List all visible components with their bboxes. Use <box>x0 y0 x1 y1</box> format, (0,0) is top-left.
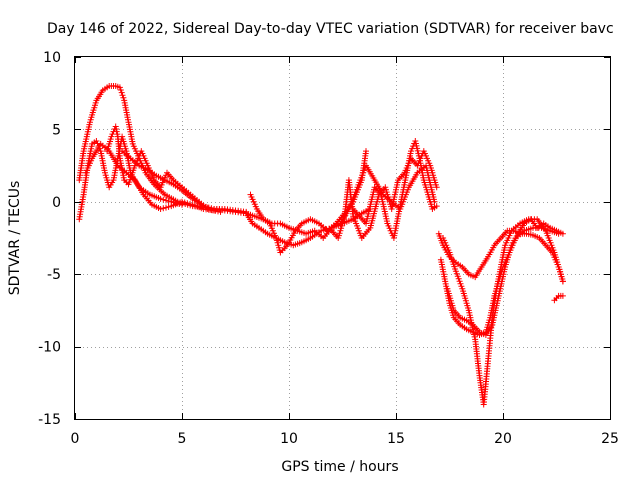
chart-title: Day 146 of 2022, Sidereal Day-to-day VTE… <box>47 21 614 37</box>
series-15 <box>551 292 566 304</box>
y-tick-label: 5 <box>52 122 61 138</box>
y-axis-tick-labels: 10 5 0 -5 -10 -15 <box>38 50 61 428</box>
plot-frame <box>74 56 611 420</box>
x-tick-label: 25 <box>601 431 619 447</box>
y-axis-title: SDTVAR / TECUs <box>7 181 23 296</box>
axis-ticks <box>75 57 611 420</box>
x-axis-title: GPS time / hours <box>281 459 398 475</box>
series-10 <box>328 148 440 241</box>
y-tick-label: -5 <box>47 267 61 283</box>
series-14 <box>444 216 566 338</box>
x-tick-label: 0 <box>71 431 80 447</box>
x-axis-tick-labels: 0 5 10 15 20 25 <box>71 431 619 447</box>
x-tick-label: 15 <box>387 431 405 447</box>
x-tick-label: 10 <box>280 431 298 447</box>
x-tick-label: 5 <box>178 431 187 447</box>
series-4 <box>82 140 218 214</box>
data-series <box>76 83 566 408</box>
y-tick-label: -15 <box>38 412 61 428</box>
series-markers <box>440 216 566 408</box>
series-markers <box>328 148 440 241</box>
y-tick-label: -10 <box>38 340 61 356</box>
series-markers <box>551 292 566 304</box>
x-tick-label: 20 <box>494 431 512 447</box>
y-tick-label: 0 <box>52 195 61 211</box>
y-tick-label: 10 <box>43 50 61 66</box>
series-markers <box>444 216 566 338</box>
series-markers <box>82 140 218 214</box>
